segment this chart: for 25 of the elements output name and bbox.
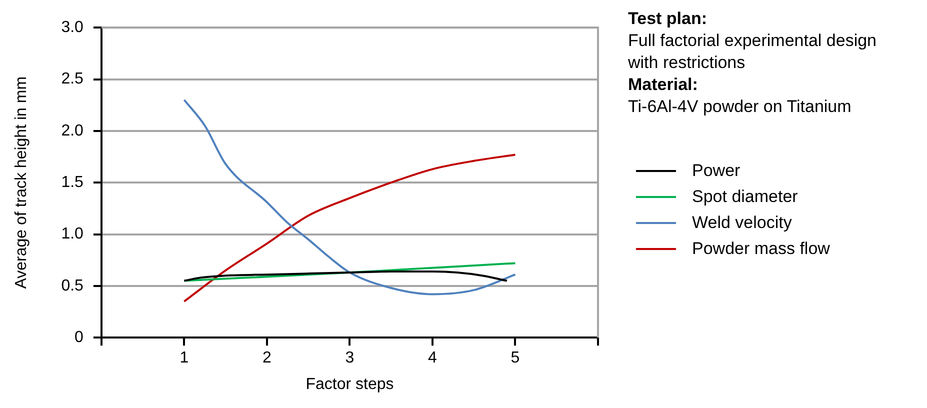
text: Test plan: [628,8,708,30]
y-tick-label: 2.5 [61,70,84,88]
x-tick-label: 2 [262,350,272,367]
x-tick-label: 5 [510,350,520,367]
x-tick-label: 4 [428,350,438,367]
legend-label: Weld velocity [692,213,792,233]
text: Ti-6Al-4V powder on Titanium [628,96,852,118]
y-tick-label: 0.5 [61,277,84,294]
y-tick-label: 2.0 [61,122,84,140]
x-tick-label: 3 [345,350,354,367]
x-tick-label: 1 [180,350,189,367]
text: Material: [628,74,699,96]
line-series [183,154,516,302]
y-tick-label: 1.0 [61,226,84,243]
x-axis-title: Factor steps [306,376,394,393]
legend-label: Powder mass flow [692,239,830,259]
text: Full factorial experimental design with restrictions [628,30,878,74]
y-axis-title: Average of track height in mm [13,76,30,289]
line-series [183,270,508,282]
line-series [183,98,516,296]
y-tick-label: 0 [74,329,84,346]
legend-label: Spot diameter [692,187,798,207]
y-tick-label: 3.0 [61,19,84,36]
y-tick-label: 1.5 [61,174,84,192]
legend-label: Power [692,161,740,181]
